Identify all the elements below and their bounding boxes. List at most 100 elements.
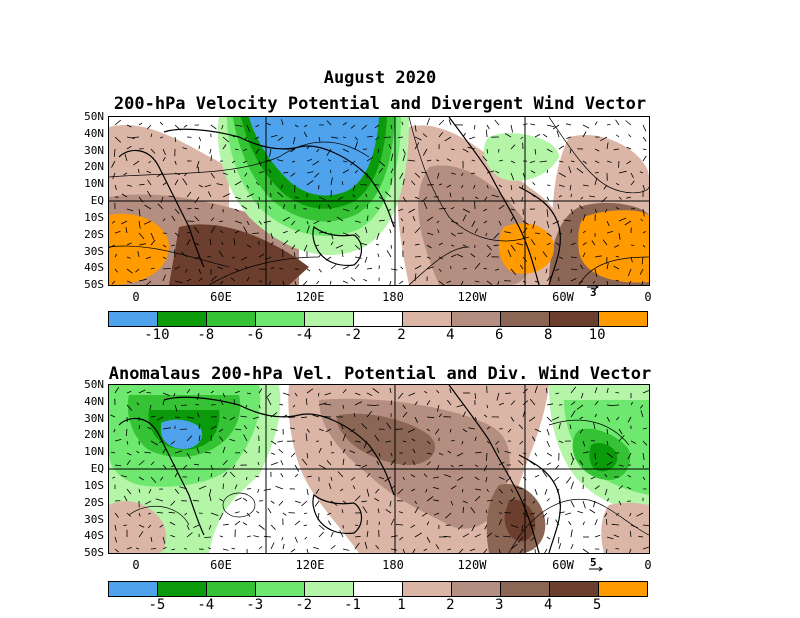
wind-vector: [278, 500, 284, 506]
wind-vector: [150, 133, 153, 138]
wind-vector: [150, 461, 155, 466]
wind-vector: [318, 464, 326, 469]
wind-vector: [342, 266, 350, 270]
wind-vector: [330, 500, 338, 506]
wind-vector: [582, 252, 586, 258]
colorbar-swatch: [207, 312, 256, 326]
wind-vector: [460, 280, 464, 285]
wind-vector: [330, 232, 334, 240]
wind-vector: [450, 220, 459, 224]
wind-vector: [138, 531, 144, 538]
wind-vector: [234, 196, 241, 200]
wind-vector: [532, 220, 536, 229]
wind-vector: [627, 268, 632, 277]
wind-vector: [594, 160, 600, 164]
wind-vector: [414, 243, 420, 246]
wind-vector: [263, 488, 272, 491]
wind-vector: [222, 471, 228, 478]
wind-vector: [160, 136, 164, 139]
wind-vector: [148, 160, 152, 164]
wind-vector: [350, 124, 356, 129]
lat-label-40n: 40N: [84, 127, 104, 140]
wind-vector: [186, 532, 193, 538]
wind-vector: [522, 452, 527, 455]
wind-vector: [126, 268, 133, 274]
wind-vector: [156, 172, 164, 178]
lon-label-180: 180: [382, 290, 404, 304]
wind-vector: [350, 428, 356, 432]
wind-vector: [126, 404, 133, 411]
lon-label-60e: 60E: [210, 558, 232, 572]
wind-vector: [258, 404, 261, 409]
wind-vector: [627, 416, 632, 423]
wind-vector: [171, 215, 176, 222]
wind-vector: [361, 124, 368, 130]
wind-vector: [291, 244, 296, 250]
wind-vector: [450, 148, 455, 151]
wind-vector: [618, 160, 620, 168]
wind-vector: [606, 428, 609, 434]
lat-label-10n: 10N: [84, 445, 104, 458]
wind-vector: [606, 536, 614, 540]
wind-vector: [325, 428, 332, 433]
wind-vector: [390, 400, 393, 406]
wind-vector: [624, 220, 632, 226]
wind-vector: [505, 476, 512, 482]
wind-vector: [270, 232, 274, 239]
wind-vector: [544, 548, 548, 553]
wind-vector: [450, 464, 454, 468]
wind-vector: [378, 521, 380, 526]
wind-vector: [171, 244, 176, 247]
wind-vector: [438, 413, 443, 418]
wind-vector: [408, 392, 416, 397]
wind-vector: [147, 124, 152, 130]
wind-vector: [615, 548, 620, 550]
wind-vector: [639, 268, 644, 275]
wind-vector: [546, 387, 548, 394]
wind-vector: [126, 440, 129, 445]
wind-vector: [594, 121, 598, 126]
wind-vector: [335, 244, 344, 249]
wind-vector: [157, 416, 164, 421]
wind-vector: [270, 524, 276, 530]
wind-vector: [267, 397, 272, 406]
wind-vector: [243, 434, 248, 442]
wind-vector: [604, 208, 608, 213]
wind-vector: [326, 460, 332, 466]
wind-vector: [349, 450, 356, 454]
wind-vector: [186, 452, 191, 460]
wind-vector: [398, 511, 404, 514]
wind-vector: [313, 220, 320, 225]
panel1-title: 200-hPa Velocity Potential and Divergent…: [113, 94, 647, 114]
wind-vector: [498, 204, 505, 210]
wind-vector: [448, 119, 452, 126]
wind-vector: [246, 392, 252, 395]
wind-vector: [582, 160, 587, 164]
wind-vector: [449, 192, 452, 198]
wind-vector: [446, 184, 452, 188]
lon-label-0-east: 0: [644, 558, 652, 572]
wind-vector: [270, 134, 278, 138]
wind-vector: [389, 229, 392, 234]
wind-vector: [582, 451, 589, 454]
wind-vector: [306, 548, 309, 553]
wind-vector: [376, 232, 380, 240]
wind-vector: [546, 498, 550, 502]
wind-vector: [521, 184, 524, 189]
vector-reference-arrow-icon: [587, 284, 599, 290]
wind-vector: [546, 452, 553, 457]
wind-vector: [563, 219, 572, 222]
wind-vector: [627, 486, 632, 490]
wind-vector: [486, 170, 495, 174]
wind-vector: [503, 535, 512, 538]
wind-vector: [395, 524, 404, 526]
wind-vector: [110, 414, 116, 418]
wind-vector: [120, 475, 128, 478]
wind-vector: [114, 464, 122, 467]
wind-vector: [205, 451, 212, 454]
wind-vector: [591, 240, 596, 246]
wind-vector: [210, 390, 215, 394]
wind-vector: [266, 123, 272, 126]
wind-vector: [400, 266, 404, 270]
wind-vector: [339, 530, 344, 538]
